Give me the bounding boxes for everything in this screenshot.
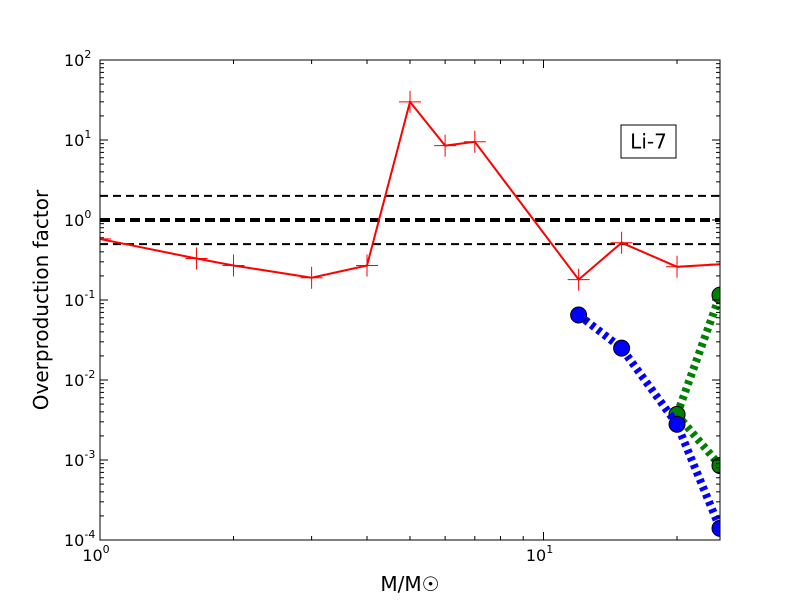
data-point xyxy=(711,519,720,537)
annotation-label: Li-7 xyxy=(630,130,667,154)
data-point xyxy=(709,253,720,276)
reference-lines xyxy=(100,194,720,246)
y-tick-exponent: 1 xyxy=(84,128,91,141)
data-point xyxy=(613,339,631,357)
series-layer xyxy=(100,90,720,537)
data-point xyxy=(463,130,486,153)
data-point xyxy=(100,227,111,250)
y-tick-exponent: 0 xyxy=(84,208,91,221)
x-tick-label: 101 xyxy=(526,543,553,565)
series-2-line xyxy=(576,311,720,530)
data-point xyxy=(185,247,208,270)
y-tick-label: 102 xyxy=(64,48,91,70)
x-tick-exponent: 1 xyxy=(546,543,553,556)
y-tick-exponent: -2 xyxy=(84,368,95,381)
data-point xyxy=(711,286,720,304)
data-point xyxy=(567,268,590,291)
y-tick-label: 10-1 xyxy=(64,288,95,310)
data-point xyxy=(356,254,379,277)
data-point xyxy=(711,457,720,475)
y-tick-exponent: -4 xyxy=(84,528,95,541)
y-axis-label: Overproduction factor xyxy=(29,189,53,410)
data-point xyxy=(570,306,588,324)
x-axis-label: M/M☉ xyxy=(380,572,439,596)
y-tick-label: 10-2 xyxy=(64,368,95,390)
series-2 xyxy=(570,306,720,537)
data-point xyxy=(434,134,457,157)
y-tick-label: 100 xyxy=(64,208,91,230)
y-tick-label: 10-3 xyxy=(64,448,95,470)
plot-area xyxy=(100,90,720,537)
x-tick-label: 100 xyxy=(82,543,109,565)
y-tick-exponent: -3 xyxy=(84,448,95,461)
y-tick-exponent: -1 xyxy=(84,288,95,301)
series-1-line-2 xyxy=(673,293,720,416)
data-point xyxy=(668,415,686,433)
data-point xyxy=(399,90,421,113)
annotation-box: Li-7 xyxy=(620,124,677,159)
y-tick-exponent: 2 xyxy=(84,48,91,61)
y-tick-label: 101 xyxy=(64,128,91,150)
series-0 xyxy=(100,90,720,291)
data-point xyxy=(300,266,323,289)
series-0-line xyxy=(100,99,720,282)
data-point xyxy=(222,254,245,277)
x-tick-exponent: 0 xyxy=(103,543,110,556)
data-point xyxy=(610,231,633,254)
data-point xyxy=(666,255,689,278)
